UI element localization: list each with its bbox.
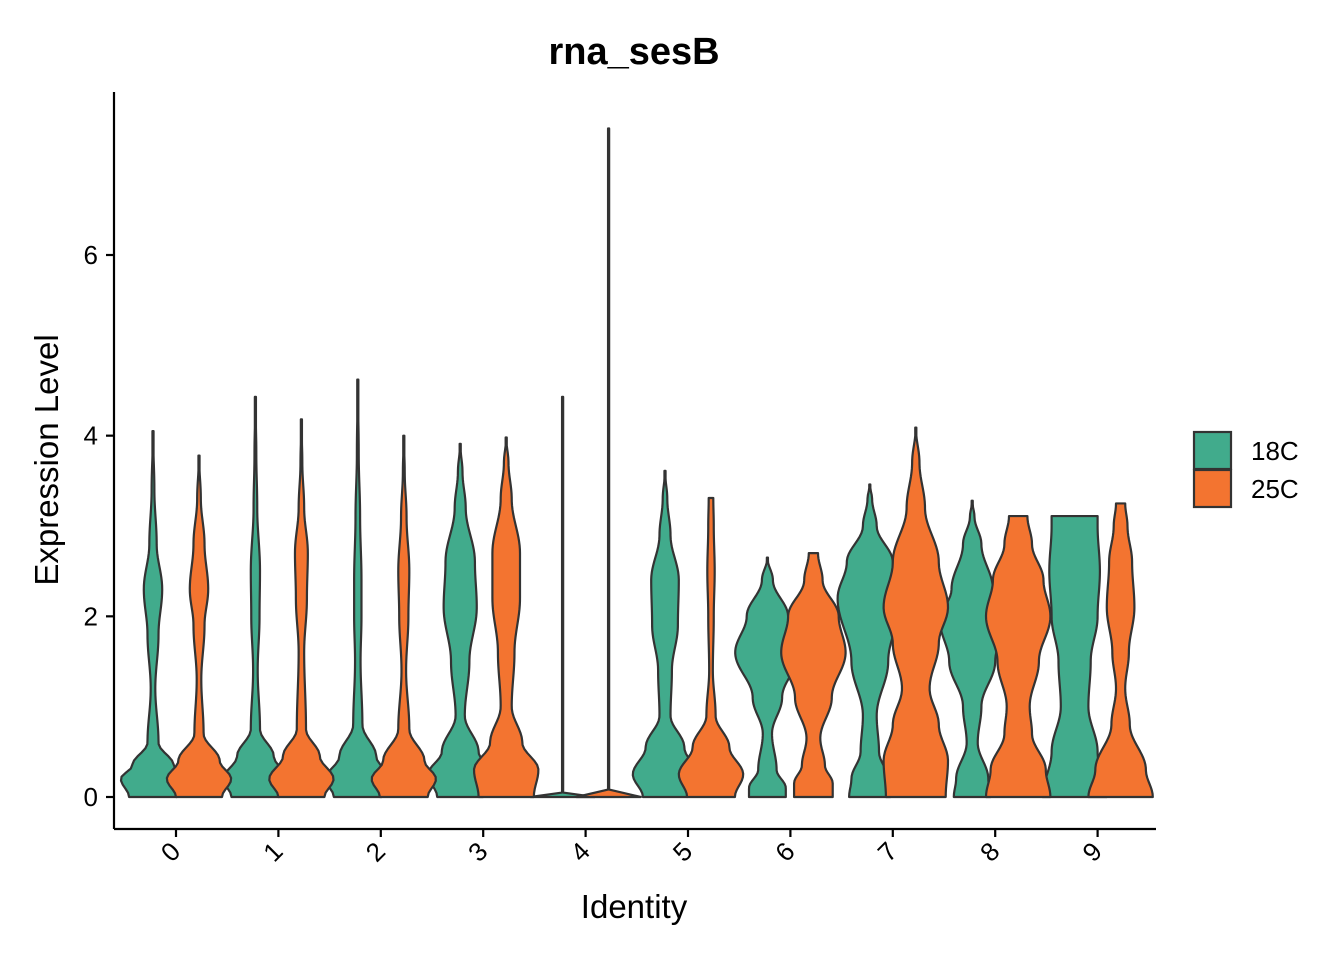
violin-18C-cluster-7 [836,483,904,799]
violin-25C-cluster-6 [780,552,847,799]
violin-18C-cluster-9 [1041,514,1108,799]
y-tick-label: 6 [84,240,98,270]
y-tick-label: 0 [84,782,98,812]
x-tick-label: 3 [462,836,493,867]
x-tick-label: 6 [769,836,800,867]
y-tick-label: 4 [84,421,98,451]
x-tick-label: 0 [155,836,186,867]
x-tick-label: 7 [872,836,903,867]
x-axis-title: Identity [581,888,688,925]
violin-18C-cluster-8 [938,499,1006,799]
y-axis-title: Expression Level [28,334,65,585]
x-ticks: 0 1 2 3 4 5 6 7 8 9 [155,829,1108,867]
violin-18C-cluster-3 [426,442,494,799]
violin-25C-cluster-2 [370,434,437,799]
violin-18C-cluster-5 [631,469,699,799]
violin-group [119,127,1154,799]
violin-25C-cluster-9 [1087,502,1154,799]
violin-25C-cluster-1 [268,418,335,799]
violin-25C-cluster-8 [984,514,1052,799]
x-tick-label: 9 [1076,836,1107,867]
y-tick-label: 2 [84,601,98,631]
violin-25C-cluster-7 [882,426,950,799]
violin-25C-cluster-3 [472,436,540,799]
x-tick-label: 4 [564,836,595,867]
legend-swatch [1192,430,1233,471]
y-ticks: 0 2 4 6 [84,240,114,812]
chart-title: rna_sesB [548,31,719,73]
x-tick-label: 2 [360,836,391,867]
violin-18C-cluster-6 [734,556,801,799]
x-tick-label: 5 [667,836,698,867]
legend-swatch [1192,468,1233,509]
violin-18C-cluster-1 [222,395,289,799]
x-tick-label: 1 [257,836,288,867]
legend-label: 25C [1251,474,1299,504]
violin-18C-cluster-4 [529,395,596,799]
x-tick-label: 8 [974,836,1005,867]
violin-18C-cluster-0 [119,430,187,799]
legend-label: 18C [1251,436,1299,466]
violin-25C-cluster-4 [575,127,642,799]
violin-18C-cluster-2 [324,378,392,799]
violin-25C-cluster-5 [677,496,745,799]
violin-25C-cluster-0 [165,454,233,799]
